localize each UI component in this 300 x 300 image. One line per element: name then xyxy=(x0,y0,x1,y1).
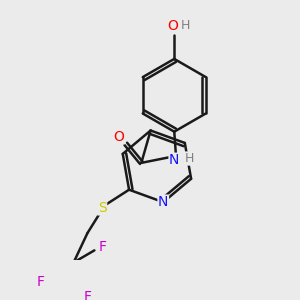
Text: F: F xyxy=(99,240,107,254)
Text: O: O xyxy=(167,19,178,33)
Text: N: N xyxy=(169,153,179,167)
Text: S: S xyxy=(98,201,106,215)
Text: H: H xyxy=(185,152,194,165)
Text: N: N xyxy=(158,195,168,209)
Text: H: H xyxy=(181,20,190,32)
Text: F: F xyxy=(83,290,92,300)
Text: O: O xyxy=(113,130,124,144)
Text: F: F xyxy=(37,274,45,289)
